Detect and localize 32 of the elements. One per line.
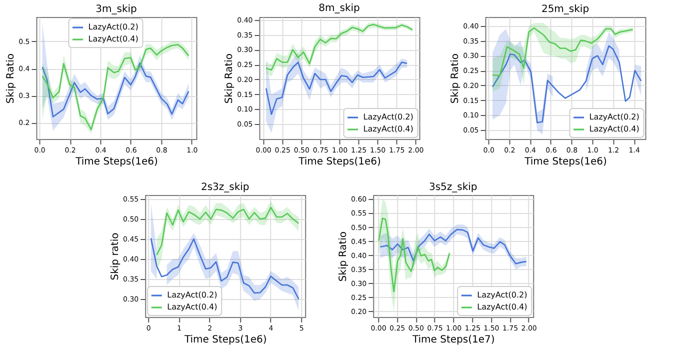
legend-label: LazyAct(0.2) <box>363 112 414 122</box>
x-axis-title: Time Steps(1e6) <box>524 156 607 168</box>
legend-label: LazyAct(0.2) <box>477 290 528 300</box>
legend-label: LazyAct(0.4) <box>88 34 138 44</box>
legend-label: LazyAct(0.4) <box>477 302 528 312</box>
chart-title: 3m_skip <box>96 4 137 15</box>
legend-label: LazyAct(0.4) <box>167 302 218 312</box>
x-axis-title: Time Steps(1e6) <box>298 156 381 168</box>
chart-title: 2s3z_skip <box>200 182 250 193</box>
legend-label: LazyAct(0.4) <box>363 124 414 134</box>
legend-label: LazyAct(0.4) <box>589 124 640 134</box>
line-series <box>150 238 300 300</box>
y-axis-title: Skip Ratio <box>450 53 462 104</box>
x-axis-title: Time Steps(1e7) <box>411 334 495 346</box>
x-axis-title: Time Steps(1e6) <box>74 156 158 168</box>
line-series <box>156 206 300 256</box>
line-series <box>492 45 642 124</box>
legend-label: LazyAct(0.2) <box>88 22 138 32</box>
y-axis-title: Skip Ratio <box>6 53 17 104</box>
x-axis-title: Time Steps(1e6) <box>183 334 267 346</box>
legend-label: LazyAct(0.2) <box>167 290 218 300</box>
legend-label: LazyAct(0.2) <box>589 112 640 122</box>
line-series <box>492 27 634 76</box>
line-series <box>265 62 408 115</box>
line-series <box>378 218 450 292</box>
chart-title: 8m_skip <box>318 2 360 14</box>
chart-title: 25m_skip <box>541 4 590 15</box>
y-axis-title: Skip Ratio <box>224 53 236 104</box>
line-series <box>42 62 190 118</box>
y-axis-title: Skip Ratio <box>338 231 350 282</box>
y-axis-title: Skip ratio <box>110 232 122 280</box>
chart-title: 3s5z_skip <box>428 182 478 193</box>
